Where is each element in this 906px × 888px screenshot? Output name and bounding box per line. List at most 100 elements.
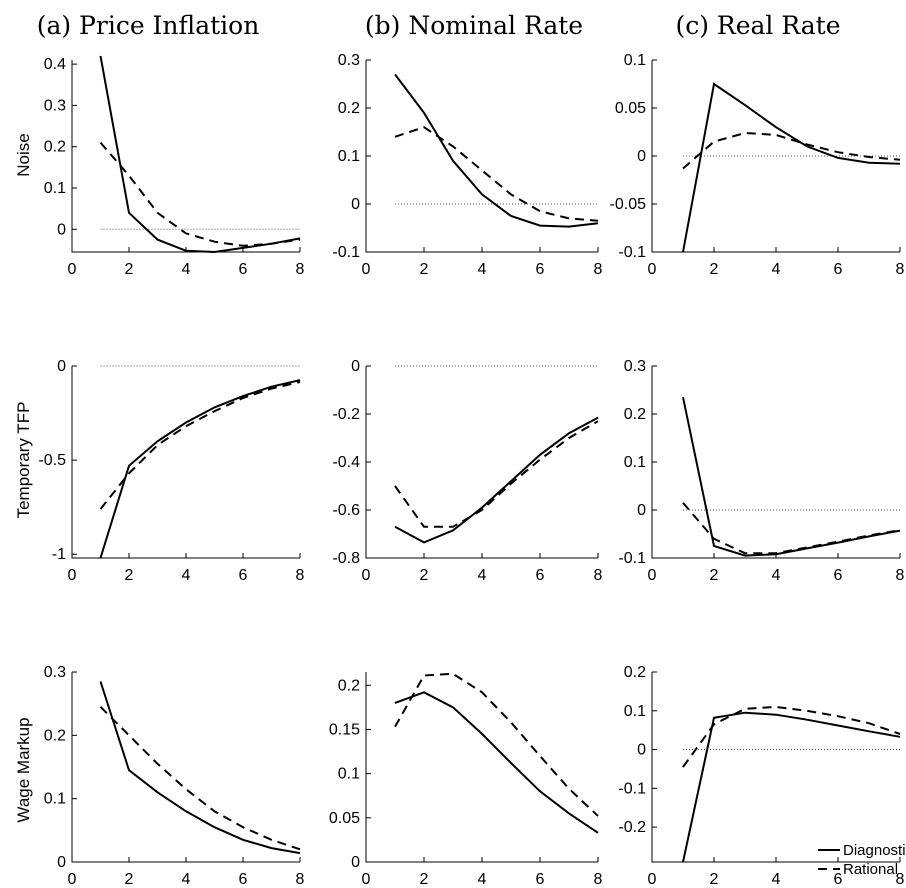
- x-tick-label: 6: [239, 567, 248, 584]
- x-tick-label: 0: [68, 261, 77, 278]
- x-tick-label: 8: [594, 567, 603, 584]
- y-tick-label: -0.1: [618, 780, 646, 797]
- x-tick-label: 4: [182, 871, 191, 888]
- y-tick-label: 0.1: [624, 454, 646, 471]
- x-tick-label: 2: [125, 261, 134, 278]
- y-tick-label: 0.1: [338, 148, 360, 165]
- x-tick-label: 0: [68, 567, 77, 584]
- y-tick-label: 0.05: [329, 810, 360, 827]
- y-tick-label: 0.2: [338, 100, 360, 117]
- series-line-rational: [99, 141, 301, 247]
- series-line-rational: [99, 706, 301, 851]
- x-tick-label: 8: [594, 871, 603, 888]
- y-tick-label: -0.05: [610, 196, 647, 213]
- x-tick-label: 6: [536, 567, 545, 584]
- x-tick-label: 6: [239, 261, 248, 278]
- y-tick-label: 0: [637, 742, 646, 759]
- x-tick-label: 2: [125, 567, 134, 584]
- series-line-rational: [682, 502, 901, 555]
- legend-label-diagnostic: Diagnostic: [843, 842, 906, 859]
- y-tick-label: 0.3: [44, 97, 66, 114]
- panel-r1-c1: 0 2 4 6 8 0 0.1 0.2 0.3 0.4: [44, 55, 305, 278]
- y-tick-label: -0.1: [618, 550, 646, 567]
- y-tick-label: 0.1: [44, 791, 66, 808]
- x-tick-label: 0: [362, 261, 371, 278]
- y-tick-label: -1: [52, 546, 66, 563]
- series-line-diagnostic: [682, 711, 901, 863]
- y-tick-label: 0.2: [624, 406, 646, 423]
- row-label-temporary-tfp: Temporary TFP: [14, 402, 33, 519]
- series-line-diagnostic: [394, 416, 599, 544]
- y-tick-label: 0: [57, 854, 66, 871]
- x-tick-label: 8: [896, 871, 905, 888]
- y-tick-label: 0.2: [44, 727, 66, 744]
- panel-r2-c1: 0 2 4 6 8 -1 -0.5 0: [38, 358, 304, 584]
- y-tick-label: -0.4: [332, 454, 360, 471]
- y-tick-label: -0.6: [332, 502, 360, 519]
- y-tick-label: 0: [57, 221, 66, 238]
- column-titles: (a) Price Inflation (b) Nominal Rate (c)…: [37, 11, 841, 40]
- y-tick-label: 0: [637, 148, 646, 165]
- panel-r2-c2: 0 2 4 6 8 -0.8 -0.6 -0.4 -0.2 0: [332, 358, 602, 584]
- x-tick-label: 2: [420, 261, 429, 278]
- x-tick-label: 6: [536, 871, 545, 888]
- series-line-rational: [394, 126, 599, 222]
- x-tick-label: 4: [182, 261, 191, 278]
- x-tick-label: 4: [478, 871, 487, 888]
- axes: [71, 366, 300, 559]
- y-tick-label: 0.4: [44, 56, 66, 73]
- series-line-diagnostic: [99, 681, 301, 855]
- x-tick-label: 8: [296, 261, 305, 278]
- x-tick-label: 4: [772, 261, 781, 278]
- col-title-nominal-rate: (b) Nominal Rate: [365, 11, 583, 40]
- y-tick-label: 0.1: [44, 180, 66, 197]
- x-tick-label: 0: [362, 567, 371, 584]
- col-title-real-rate: (c) Real Rate: [675, 11, 840, 40]
- y-tick-label: -0.2: [618, 819, 646, 836]
- x-tick-label: 6: [239, 871, 248, 888]
- panel-r3-c3: 0 2 4 6 8 -0.2 -0.1 0 0.1 0.2: [618, 664, 904, 888]
- series-line-diagnostic: [99, 55, 301, 254]
- x-tick-label: 8: [296, 567, 305, 584]
- series-line-diagnostic: [99, 379, 301, 559]
- y-tick-label: -0.8: [332, 550, 360, 567]
- series-line-diagnostic: [682, 82, 901, 253]
- y-tick-label: 0.1: [624, 52, 646, 69]
- y-tick-label: 0.3: [624, 358, 646, 375]
- y-tick-label: 0: [351, 196, 360, 213]
- y-tick-label: 0.05: [615, 100, 646, 117]
- x-tick-label: 6: [834, 567, 843, 584]
- x-tick-label: 8: [896, 567, 905, 584]
- col-title-price-inflation: (a) Price Inflation: [37, 11, 260, 40]
- x-tick-label: 0: [648, 261, 657, 278]
- panel-r3-c2: 0 2 4 6 8 0 0.05 0.1 0.15 0.2: [329, 672, 603, 888]
- x-tick-label: 2: [420, 871, 429, 888]
- panel-r1-c3: 0 2 4 6 8 -0.1 -0.05 0 0.05 0.1: [610, 52, 905, 278]
- y-tick-label: -0.1: [332, 244, 360, 261]
- legend: Diagnostic Rational: [818, 842, 906, 878]
- series-line-rational: [394, 672, 599, 817]
- x-tick-label: 0: [648, 567, 657, 584]
- x-tick-label: 2: [125, 871, 134, 888]
- x-tick-label: 0: [68, 871, 77, 888]
- x-tick-label: 4: [478, 567, 487, 584]
- panel-r3-c1: 0 2 4 6 8 0 0.1 0.2 0.3: [44, 664, 305, 888]
- row-label-wage-markup: Wage Markup: [14, 717, 33, 822]
- x-tick-label: 4: [182, 567, 191, 584]
- panels: 0 2 4 6 800.10.20.30.40 2 4 6 8-0.100.10.20.30 2 4…: [38, 52, 904, 888]
- y-tick-label: 0: [57, 358, 66, 375]
- y-tick-label: 0: [351, 854, 360, 871]
- x-tick-label: 2: [710, 567, 719, 584]
- x-tick-label: 2: [710, 871, 719, 888]
- series-line-rational: [394, 420, 599, 528]
- x-tick-label: 6: [536, 261, 545, 278]
- y-tick-label: 0: [637, 502, 646, 519]
- y-tick-label: -0.5: [38, 452, 66, 469]
- x-tick-label: 4: [478, 261, 487, 278]
- x-tick-label: 8: [896, 261, 905, 278]
- x-tick-label: 0: [648, 871, 657, 888]
- series-line-diagnostic: [394, 73, 599, 228]
- x-tick-label: 2: [420, 567, 429, 584]
- y-tick-label: 0.3: [44, 664, 66, 681]
